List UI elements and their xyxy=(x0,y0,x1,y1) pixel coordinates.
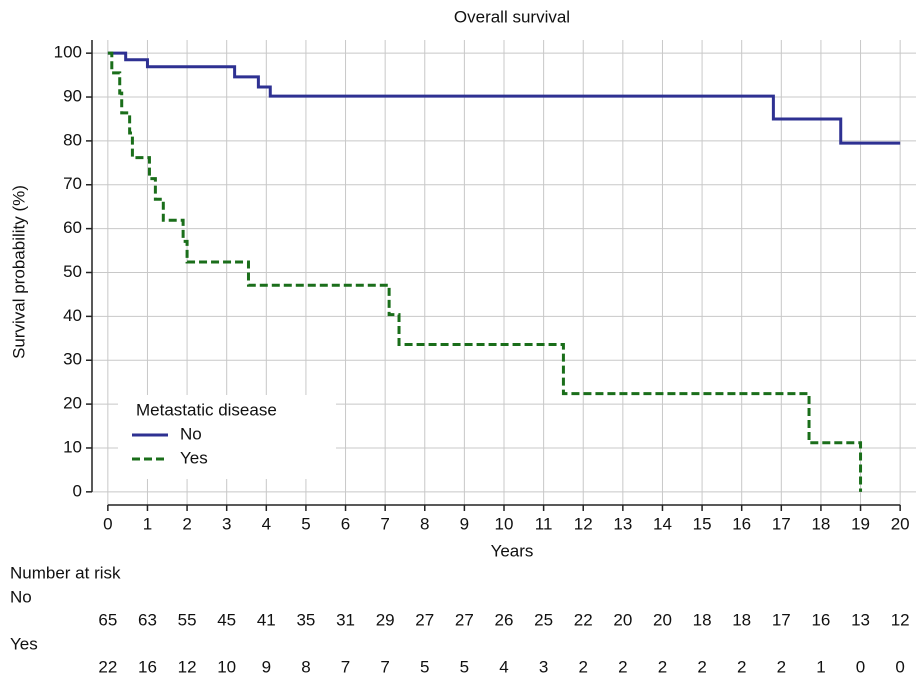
y-tick-label: 80 xyxy=(63,130,82,149)
x-tick-label: 9 xyxy=(460,514,469,533)
risk-count: 20 xyxy=(653,610,672,629)
risk-count: 29 xyxy=(376,610,395,629)
y-tick-label: 10 xyxy=(63,437,82,456)
risk-count: 4 xyxy=(499,657,508,676)
y-tick-label: 100 xyxy=(54,43,82,62)
risk-count: 65 xyxy=(98,610,117,629)
risk-count: 22 xyxy=(98,657,117,676)
risk-count: 25 xyxy=(534,610,553,629)
risk-count: 17 xyxy=(772,610,791,629)
x-tick-label: 17 xyxy=(772,514,791,533)
y-tick-label: 20 xyxy=(63,394,82,413)
risk-count: 2 xyxy=(737,657,746,676)
x-tick-label: 4 xyxy=(262,514,271,533)
survival-curve xyxy=(107,51,901,145)
legend-label: Yes xyxy=(180,448,208,467)
y-tick-label: 40 xyxy=(63,306,82,325)
y-axis-label: Survival probability (%) xyxy=(9,185,28,359)
legend-box xyxy=(118,395,336,479)
risk-count: 7 xyxy=(341,657,350,676)
x-tick-label: 8 xyxy=(420,514,429,533)
x-tick-label: 12 xyxy=(574,514,593,533)
risk-count: 0 xyxy=(895,657,904,676)
risk-count: 45 xyxy=(217,610,236,629)
x-tick-label: 0 xyxy=(103,514,112,533)
risk-count: 12 xyxy=(178,657,197,676)
risk-count: 22 xyxy=(574,610,593,629)
y-tick-label: 30 xyxy=(63,350,82,369)
risk-count: 31 xyxy=(336,610,355,629)
legend-title: Metastatic disease xyxy=(136,400,277,419)
x-tick-label: 6 xyxy=(341,514,350,533)
x-tick-label: 5 xyxy=(301,514,310,533)
risk-count: 5 xyxy=(420,657,429,676)
risk-count: 27 xyxy=(415,610,434,629)
plot xyxy=(107,51,901,492)
x-tick-label: 18 xyxy=(811,514,830,533)
x-tick-label: 16 xyxy=(732,514,751,533)
risk-count: 2 xyxy=(618,657,627,676)
risk-count: 16 xyxy=(811,610,830,629)
survival-curve xyxy=(107,51,863,492)
x-tick-label: 7 xyxy=(380,514,389,533)
risk-count: 10 xyxy=(217,657,236,676)
risk-count: 26 xyxy=(495,610,514,629)
risk-count: 7 xyxy=(380,657,389,676)
x-tick-label: 3 xyxy=(222,514,231,533)
risk-count: 8 xyxy=(301,657,310,676)
risk-count: 0 xyxy=(856,657,865,676)
y-tick-label: 50 xyxy=(63,262,82,281)
risk-row-label: No xyxy=(10,587,32,606)
x-tick-label: 1 xyxy=(143,514,152,533)
risk-count: 9 xyxy=(262,657,271,676)
y-tick-label: 90 xyxy=(63,87,82,106)
risk-count: 2 xyxy=(658,657,667,676)
risk-row-label: Yes xyxy=(10,634,38,653)
risk-count: 27 xyxy=(455,610,474,629)
risk-count: 5 xyxy=(460,657,469,676)
risk-count: 12 xyxy=(891,610,910,629)
x-axis-label: Years xyxy=(491,541,534,560)
chart-title: Overall survival xyxy=(454,7,570,26)
x-tick-label: 11 xyxy=(535,514,553,533)
risk-count: 2 xyxy=(777,657,786,676)
risk-count: 18 xyxy=(732,610,751,629)
risk-count: 63 xyxy=(138,610,157,629)
x-tick-label: 13 xyxy=(613,514,632,533)
x-tick-label: 15 xyxy=(693,514,712,533)
risk-count: 16 xyxy=(138,657,157,676)
risk-count: 3 xyxy=(539,657,548,676)
x-tick-label: 19 xyxy=(851,514,870,533)
risk-table-title: Number at risk xyxy=(10,563,121,582)
legend: Metastatic disease No Yes xyxy=(118,395,336,479)
risk-count: 20 xyxy=(613,610,632,629)
y-tick-label: 70 xyxy=(63,174,82,193)
y-tick-label: 0 xyxy=(73,481,82,500)
x-tick-label: 14 xyxy=(653,514,672,533)
risk-count: 18 xyxy=(693,610,712,629)
legend-label: No xyxy=(180,424,202,443)
y-tick-label: 60 xyxy=(63,218,82,237)
risk-count: 13 xyxy=(851,610,870,629)
risk-count: 41 xyxy=(257,610,276,629)
x-tick-label: 10 xyxy=(495,514,514,533)
risk-count: 55 xyxy=(178,610,197,629)
risk-count: 2 xyxy=(697,657,706,676)
risk-count: 1 xyxy=(816,657,825,676)
x-tick-label: 2 xyxy=(182,514,191,533)
x-tick-label: 20 xyxy=(891,514,910,533)
risk-count: 2 xyxy=(578,657,587,676)
risk-count: 35 xyxy=(296,610,315,629)
